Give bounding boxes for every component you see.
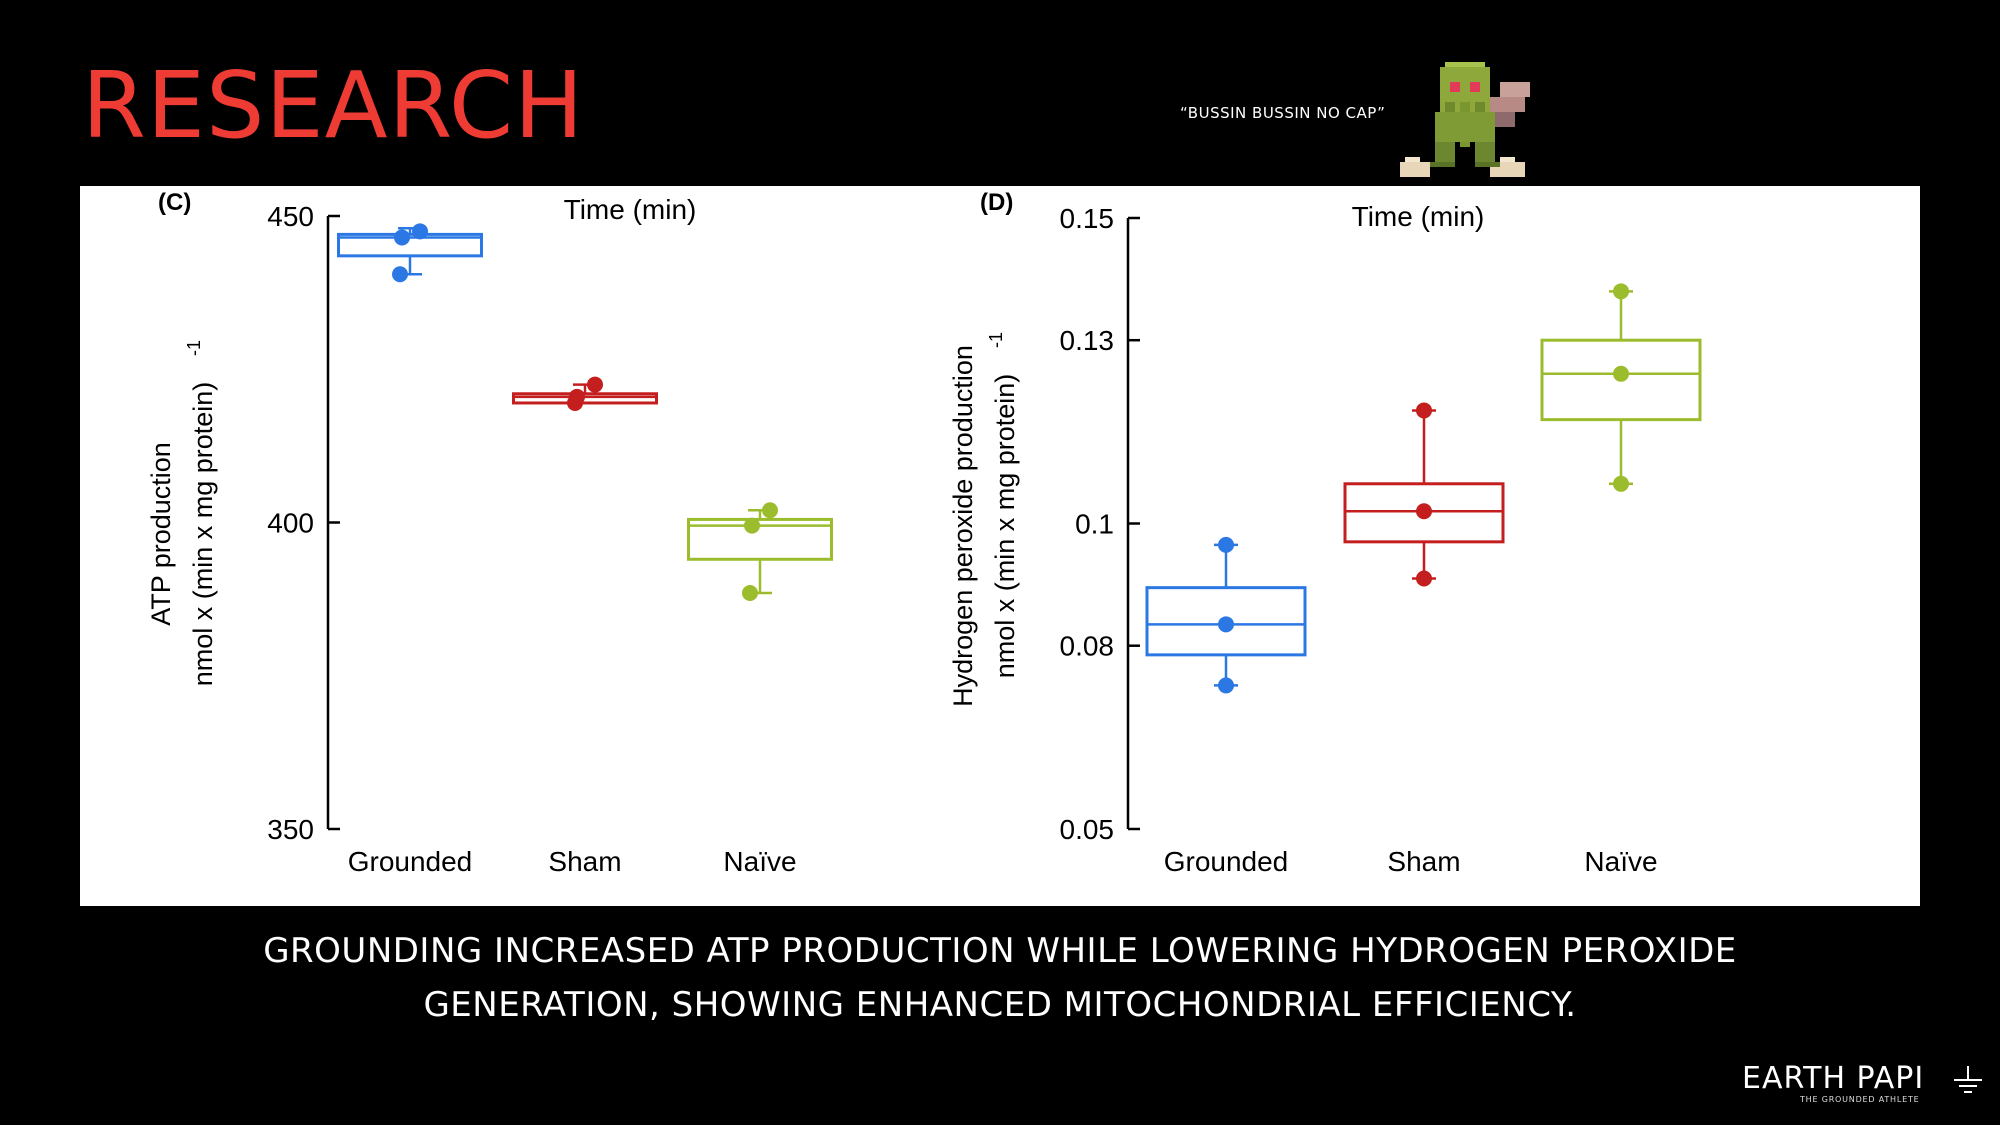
y-tick-label: 0.15	[1060, 203, 1115, 234]
y-axis-label-units: nmol x (min x mg protein)	[188, 382, 218, 687]
data-point	[412, 223, 428, 240]
data-point	[569, 388, 585, 405]
data-point	[744, 517, 760, 534]
box	[1145, 586, 1307, 657]
ground-symbol-icon	[1954, 1066, 1982, 1093]
data-point	[1218, 536, 1234, 553]
pixel-cthulhu-icon	[1400, 62, 1530, 177]
data-point	[1613, 475, 1629, 492]
data-point	[394, 229, 410, 246]
x-tick-label: Naïve	[723, 846, 796, 877]
x-tick-label: Sham	[548, 846, 621, 877]
y-axis-label-units: nmol x (min x mg protein)	[990, 374, 1020, 679]
data-point	[1416, 503, 1432, 520]
x-tick-label: Grounded	[1164, 846, 1289, 877]
quote-text: “BUSSIN BUSSIN NO CAP”	[1180, 104, 1386, 122]
chart-title: Time (min)	[1352, 201, 1485, 232]
page-title: RESEARCH	[82, 52, 585, 159]
data-point	[1613, 283, 1629, 300]
y-tick-label: 350	[267, 814, 314, 845]
data-point	[587, 376, 603, 393]
box	[512, 392, 658, 405]
panel-label: (D)	[980, 189, 1013, 216]
x-tick-label: Grounded	[348, 846, 473, 877]
y-tick-label: 450	[267, 201, 314, 232]
data-point	[742, 584, 758, 601]
y-tick-label: 0.13	[1060, 325, 1115, 356]
data-point	[1218, 616, 1234, 633]
brand-tagline: THE GROUNDED ATHLETE	[1800, 1095, 1920, 1104]
y-tick-label: 400	[267, 508, 314, 539]
y-tick-label: 0.08	[1060, 631, 1115, 662]
chart-panel: (C) Time (min) 350 400 450 ATP production nmol…	[80, 186, 1920, 906]
x-tick-label: Naïve	[1584, 846, 1657, 877]
y-axis-label: ATP production	[146, 442, 176, 626]
caption-line-1: GROUNDING INCREASED ATP PRODUCTION WHILE…	[263, 931, 1737, 971]
chart-svg: (C) Time (min) 350 400 450 ATP production nmol…	[146, 189, 1702, 877]
x-tick-label: Sham	[1387, 846, 1460, 877]
box	[337, 232, 483, 258]
chart-title: Time (min)	[564, 194, 697, 225]
y-axis-label-superscript: -1	[184, 340, 204, 356]
y-tick-label: 0.1	[1075, 509, 1114, 540]
data-point	[762, 502, 778, 519]
y-axis-label-superscript: -1	[986, 332, 1006, 348]
caption: GROUNDING INCREASED ATP PRODUCTION WHILE…	[0, 924, 2000, 1032]
data-point	[1416, 570, 1432, 587]
y-axis-label: Hydrogen peroxide production	[948, 345, 978, 707]
caption-line-2: GENERATION, SHOWING ENHANCED MITOCHONDRI…	[423, 985, 1577, 1025]
panel-label: (C)	[158, 189, 191, 216]
brand-name: EARTH PAPI	[1742, 1061, 1925, 1096]
data-point	[1416, 402, 1432, 419]
data-point	[392, 266, 408, 283]
data-point	[1613, 365, 1629, 382]
y-tick-label: 0.05	[1060, 814, 1115, 845]
data-point	[1218, 677, 1234, 694]
